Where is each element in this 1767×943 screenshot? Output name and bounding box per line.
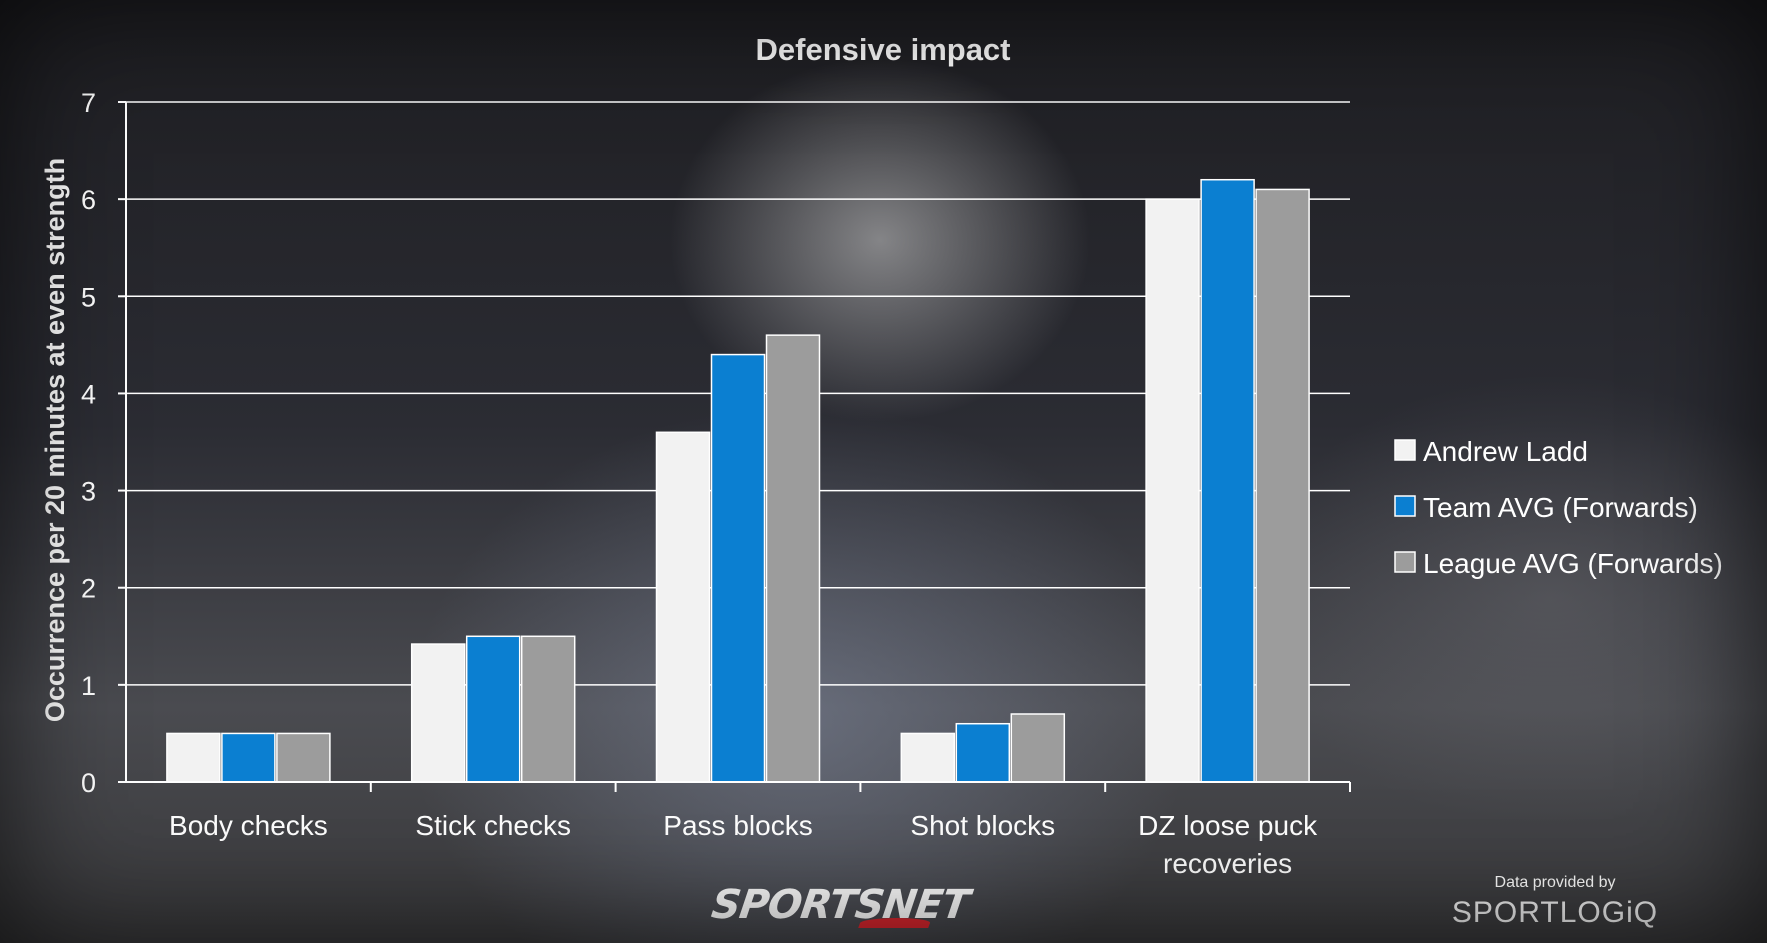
x-tick-label: Shot blocks [910, 810, 1055, 841]
x-tick-label: Body checks [169, 810, 328, 841]
bar-shot-blocks-1 [955, 722, 1011, 783]
bar-shot-blocks-0 [900, 732, 956, 783]
provider-credit: Data provided by [1494, 874, 1616, 891]
y-tick-label: 2 [81, 574, 96, 604]
y-tick-label: 6 [81, 185, 96, 215]
bar-stick-checks-2 [520, 635, 576, 783]
y-tick-label: 3 [81, 477, 96, 507]
bar-stick-checks-0 [410, 643, 466, 783]
legend-swatch [1394, 495, 1416, 517]
sportsnet-logo: SPORTSNET [690, 880, 990, 930]
y-tick-label: 4 [81, 379, 96, 409]
legend-swatch [1394, 439, 1416, 461]
bar-body-checks-1 [221, 732, 276, 783]
x-tick-label: DZ loose puck recoveries [1138, 810, 1318, 879]
y-axis-ticks: 0 1 2 3 4 5 6 7 [81, 88, 126, 798]
bar-pass-blocks-0 [655, 431, 711, 783]
bar-dz-loose-puck-recoveries-2 [1255, 188, 1310, 783]
publisher-wordmark: SPORTSNET [708, 882, 972, 928]
legend: Andrew Ladd Team AVG (Forwards) League AVG… [1394, 436, 1723, 579]
x-tick-label: Stick checks [415, 810, 571, 841]
provider-logo: SPORTLOGiQ [1451, 896, 1659, 929]
sportsnet-swoosh-icon [858, 918, 932, 928]
bar-body-checks-0 [166, 732, 221, 783]
chart-title: Defensive impact [756, 32, 1011, 67]
y-axis-label: Occurrence per 20 minutes at even streng… [40, 158, 70, 722]
data-provider: Data provided by SPORTLOGiQ [1440, 874, 1670, 930]
y-tick-label: 1 [81, 671, 96, 701]
bar-body-checks-2 [276, 732, 331, 783]
y-tick-label: 0 [81, 768, 96, 798]
x-tick-label: Pass blocks [663, 810, 812, 841]
x-axis [125, 102, 1351, 792]
bar-dz-loose-puck-recoveries-0 [1145, 198, 1200, 783]
y-tick-label: 5 [81, 282, 96, 312]
legend-label: League AVG (Forwards) [1423, 548, 1723, 579]
y-tick-label: 7 [81, 88, 96, 118]
bar-shot-blocks-2 [1010, 713, 1066, 783]
bar-dz-loose-puck-recoveries-1 [1200, 178, 1255, 783]
x-axis-ticks: Body checks Stick checks Pass blocks Shot b… [169, 810, 1318, 879]
bar-stick-checks-1 [465, 635, 521, 783]
legend-label: Andrew Ladd [1423, 436, 1588, 467]
bar-pass-blocks-2 [765, 334, 821, 783]
bars [166, 178, 1310, 783]
legend-swatch [1394, 551, 1416, 573]
legend-label: Team AVG (Forwards) [1423, 492, 1698, 523]
bar-pass-blocks-1 [710, 353, 766, 783]
